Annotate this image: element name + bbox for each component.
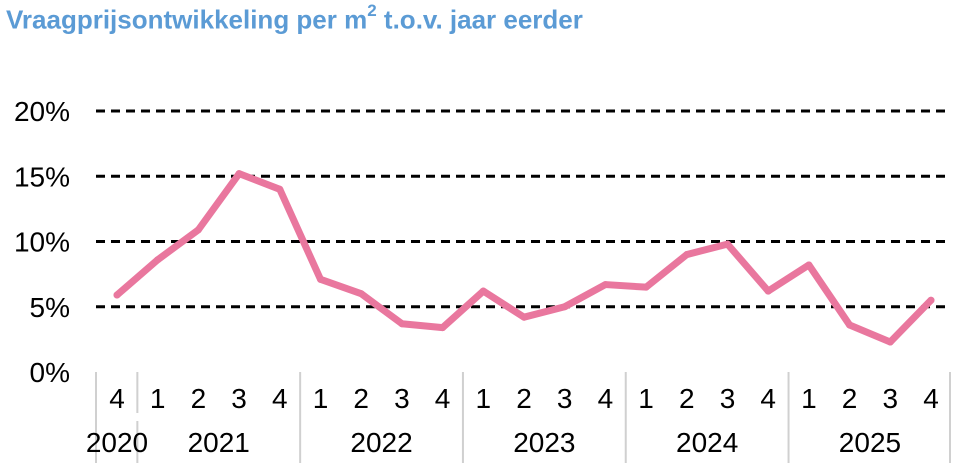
x-quarter-label: 1 [476, 383, 492, 414]
x-quarter-label: 3 [883, 383, 899, 414]
x-quarter-label: 2 [353, 383, 369, 414]
x-quarter-label: 4 [760, 383, 776, 414]
x-quarter-label: 3 [231, 383, 247, 414]
gridlines [96, 109, 950, 309]
data-point [439, 324, 447, 332]
data-point [642, 283, 650, 291]
x-year-label: 2021 [188, 427, 250, 458]
x-quarter-label: 3 [557, 383, 573, 414]
x-year-label: 2022 [350, 427, 412, 458]
data-point [235, 170, 243, 178]
x-quarter-label: 2 [191, 383, 207, 414]
data-point [276, 185, 284, 193]
x-quarter-label: 3 [394, 383, 410, 414]
x-quarter-label: 4 [435, 383, 451, 414]
data-point [724, 240, 731, 248]
data-point [113, 291, 121, 299]
x-year-label: 2023 [513, 427, 575, 458]
data-point [317, 275, 324, 283]
x-quarter-label: 2 [516, 383, 532, 414]
x-quarter-label: 1 [638, 383, 654, 414]
chart-title-main: Vraagprijsontwikkeling per m [6, 4, 368, 35]
chart-title-superscript: 2 [367, 1, 377, 20]
chart-title: Vraagprijsontwikkeling per m2 t.o.v. jaa… [6, 1, 583, 36]
y-tick-label: 10% [14, 227, 70, 258]
data-point [601, 281, 609, 289]
y-tick-label: 5% [30, 292, 70, 323]
data-point [846, 321, 854, 329]
chart-title-rest: t.o.v. jaar eerder [376, 4, 583, 35]
x-quarter-label: 4 [598, 383, 614, 414]
series-layer [113, 170, 935, 346]
x-quarter-label: 4 [923, 383, 939, 414]
x-quarter-label: 3 [720, 383, 736, 414]
y-axis: 0% 5% 10% 15% 20% [14, 96, 70, 388]
y-tick-label: 0% [30, 357, 70, 388]
data-point [805, 261, 813, 269]
x-year-label: 2024 [676, 427, 738, 458]
y-tick-label: 20% [14, 96, 70, 127]
x-quarter-label: 4 [272, 383, 288, 414]
x-quarter-label: 1 [150, 383, 166, 414]
x-quarter-label: 1 [801, 383, 817, 414]
data-point [479, 287, 487, 295]
data-point [194, 226, 202, 234]
data-point [561, 303, 569, 311]
x-year-label: 2025 [839, 427, 901, 458]
data-point [357, 290, 365, 298]
data-point [886, 338, 894, 346]
data-point [154, 256, 162, 264]
x-quarter-label: 1 [313, 383, 329, 414]
data-point [764, 287, 772, 295]
x-quarter-label: 4 [109, 383, 125, 414]
data-point [398, 320, 406, 328]
data-point [683, 251, 691, 259]
y-tick-label: 15% [14, 161, 70, 192]
data-point [927, 296, 935, 304]
x-quarter-label: 2 [842, 383, 858, 414]
data-point [520, 313, 528, 321]
x-year-label: 2020 [86, 427, 148, 458]
x-quarter-label: 2 [679, 383, 695, 414]
